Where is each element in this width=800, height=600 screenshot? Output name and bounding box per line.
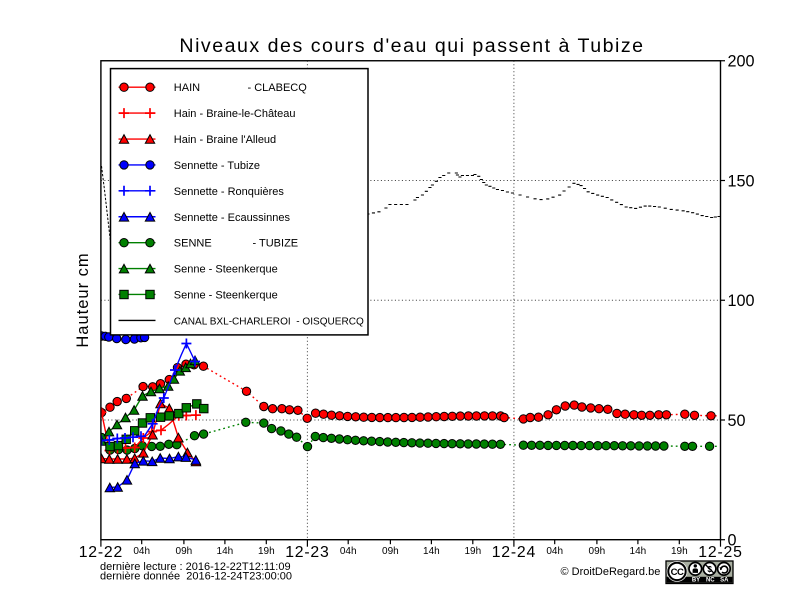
svg-text:CANAL BXL-CHARLEROI - OISQUER: CANAL BXL-CHARLEROI - OISQUERCQ xyxy=(174,316,364,327)
svg-text:dernière lecture : 2016-12-22T: dernière lecture : 2016-12-22T12:11:09 xyxy=(100,561,291,573)
svg-text:CC: CC xyxy=(671,567,684,578)
svg-text:HAIN: HAIN xyxy=(174,82,200,94)
svg-text:Senne - Steenkerque: Senne - Steenkerque xyxy=(174,290,278,302)
svg-text:04h: 04h xyxy=(340,546,357,557)
svg-text:12-24: 12-24 xyxy=(492,544,536,561)
svg-text:Sennette - Ronquières: Sennette - Ronquières xyxy=(174,186,285,198)
svg-text:12-25: 12-25 xyxy=(698,544,742,561)
svg-text:19h: 19h xyxy=(258,546,275,557)
svg-text:dernière donnée 2016-12-24T23: dernière donnée 2016-12-24T23:00:00 xyxy=(100,571,292,583)
svg-text:14h: 14h xyxy=(217,546,234,557)
svg-text:- CLABECQ: - CLABECQ xyxy=(248,82,308,94)
svg-text:100: 100 xyxy=(728,292,755,310)
svg-text:Niveaux des cours d'eau qui pa: Niveaux des cours d'eau qui passent à Tu… xyxy=(179,35,644,57)
svg-text:14h: 14h xyxy=(423,546,440,557)
svg-text:Hain - Braine-le-Château: Hain - Braine-le-Château xyxy=(174,108,296,120)
svg-text:0: 0 xyxy=(728,532,737,550)
svg-text:Senne - Steenkerque: Senne - Steenkerque xyxy=(174,264,278,276)
svg-text:Hain - Braine l'Alleud: Hain - Braine l'Alleud xyxy=(174,134,276,146)
svg-text:200: 200 xyxy=(728,53,755,71)
svg-text:09h: 09h xyxy=(382,546,399,557)
svg-text:19h: 19h xyxy=(464,546,481,557)
svg-text:© DroitDeRegard.be: © DroitDeRegard.be xyxy=(561,566,661,578)
svg-text:Hauteur cm: Hauteur cm xyxy=(74,252,92,347)
svg-text:- TUBIZE: - TUBIZE xyxy=(253,238,299,250)
svg-text:19h: 19h xyxy=(671,546,688,557)
svg-text:SA: SA xyxy=(720,578,729,584)
svg-text:NC: NC xyxy=(706,578,715,584)
svg-text:14h: 14h xyxy=(630,546,647,557)
svg-text:09h: 09h xyxy=(589,546,606,557)
svg-text:12-22: 12-22 xyxy=(79,544,123,561)
svg-text:50: 50 xyxy=(728,412,746,430)
svg-text:150: 150 xyxy=(728,172,755,190)
svg-text:04h: 04h xyxy=(133,546,150,557)
svg-text:Sennette - Ecaussinnes: Sennette - Ecaussinnes xyxy=(174,212,291,224)
svg-text:04h: 04h xyxy=(546,546,563,557)
svg-text:SENNE: SENNE xyxy=(174,238,212,250)
svg-text:12-23: 12-23 xyxy=(285,544,329,561)
svg-text:Sennette - Tubize: Sennette - Tubize xyxy=(174,160,260,172)
svg-text:BY: BY xyxy=(692,578,700,584)
svg-text:09h: 09h xyxy=(176,546,193,557)
